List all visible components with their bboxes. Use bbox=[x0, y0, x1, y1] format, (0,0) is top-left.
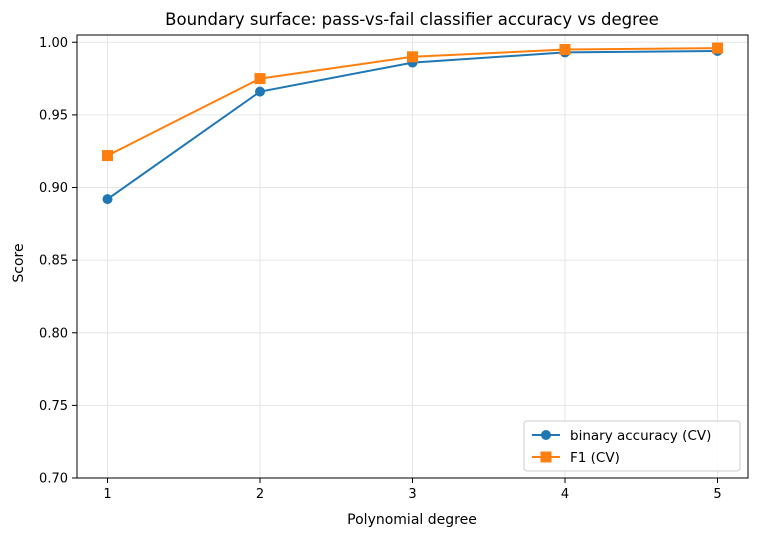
y-tick-label: 0.70 bbox=[39, 472, 68, 487]
y-tick-label: 0.95 bbox=[39, 108, 68, 123]
tick-layer: 1 2 3 4 5 0.70 0.75 0.80 0.85 0.90 0.95 1.00 bbox=[39, 36, 722, 502]
data-point bbox=[102, 194, 113, 205]
data-point bbox=[255, 86, 265, 97]
series-layer bbox=[102, 42, 723, 205]
legend: binary accuracy (CV) F1 (CV) bbox=[523, 420, 741, 472]
legend-label: binary accuracy (CV) bbox=[570, 428, 711, 444]
data-point bbox=[559, 44, 571, 56]
chart-title: Boundary surface: pass-vs-fail classifie… bbox=[165, 10, 659, 29]
y-tick-label: 0.75 bbox=[39, 399, 68, 414]
legend-marker bbox=[541, 430, 551, 440]
y-tick-label: 0.85 bbox=[39, 254, 68, 269]
legend-marker bbox=[540, 451, 552, 463]
x-axis-label: Polynomial degree bbox=[347, 512, 477, 528]
x-tick-label: 2 bbox=[256, 487, 264, 502]
data-point bbox=[102, 150, 113, 162]
legend-box bbox=[523, 420, 741, 472]
series-2 bbox=[102, 42, 723, 162]
x-tick-label: 3 bbox=[408, 487, 416, 502]
x-tick-label: 1 bbox=[103, 487, 111, 502]
x-tick-label: 5 bbox=[713, 487, 721, 502]
data-point bbox=[407, 51, 418, 63]
data-point bbox=[254, 73, 266, 85]
y-tick-label: 0.90 bbox=[39, 181, 68, 196]
legend-label: F1 (CV) bbox=[570, 450, 620, 466]
y-axis-label: Score bbox=[11, 243, 27, 282]
x-tick-label: 4 bbox=[561, 487, 569, 502]
grid-layer bbox=[77, 35, 748, 479]
y-tick-label: 0.80 bbox=[39, 326, 68, 341]
y-tick-label: 1.00 bbox=[39, 36, 68, 51]
data-point bbox=[712, 42, 723, 54]
